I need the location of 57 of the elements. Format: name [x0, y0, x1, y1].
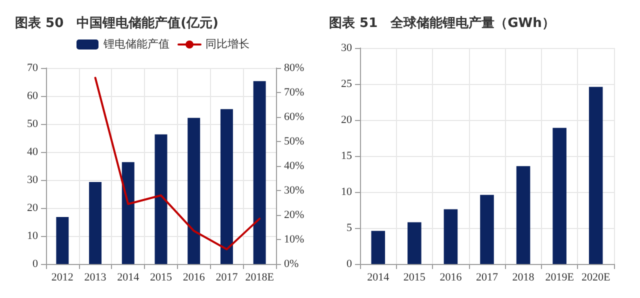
x-tick-label: 2017 — [476, 272, 498, 284]
bar — [220, 109, 233, 264]
x-tick-label: 2014 — [117, 272, 140, 284]
bar — [588, 86, 603, 264]
bar — [188, 118, 200, 264]
y2-tick-label: 10% — [284, 234, 304, 246]
bar — [89, 182, 102, 264]
y2-tick-label: 70% — [284, 86, 304, 98]
y-tick-label: 60 — [27, 90, 38, 102]
y-tick-label: 15 — [341, 150, 352, 162]
y-tick-label: 20 — [341, 114, 352, 126]
y-tick-label: 70 — [27, 62, 38, 74]
bar — [408, 222, 422, 264]
bar — [154, 134, 168, 264]
x-tick-label: 2015 — [403, 272, 426, 284]
y-tick-label: 30 — [341, 42, 352, 54]
x-tick-label: 2013 — [84, 272, 107, 284]
x-tick-label: 2016 — [440, 272, 462, 284]
y-tick-label: 0 — [32, 258, 38, 270]
y2-tick-label: 80% — [284, 62, 304, 74]
y2-tick-label: 60% — [284, 111, 304, 123]
x-tick-label: 2020E — [581, 272, 610, 284]
legend-label: 锂电储能产值 — [102, 38, 170, 50]
y2-tick-label: 0% — [284, 258, 299, 270]
x-tick-label: 2012 — [51, 272, 74, 284]
y2-tick-label: 40% — [284, 160, 304, 172]
bar — [516, 166, 530, 264]
bar — [480, 194, 494, 264]
y-tick-label: 25 — [341, 78, 352, 90]
y-tick-label: 20 — [27, 202, 38, 214]
y-tick-label: 10 — [27, 230, 38, 242]
y-tick-label: 30 — [27, 174, 38, 186]
y-tick-label: 50 — [27, 118, 38, 130]
bar — [444, 209, 458, 264]
chart-title: 图表 50 中国锂电储能产值(亿元) — [15, 15, 218, 31]
x-tick-label: 2018E — [245, 272, 274, 284]
bar — [122, 162, 134, 264]
bar — [253, 81, 266, 264]
y-tick-label: 0 — [346, 258, 352, 270]
y-tick-label: 10 — [341, 186, 352, 198]
bar — [56, 216, 69, 264]
y-tick-label: 5 — [346, 222, 352, 234]
y2-tick-label: 20% — [284, 209, 304, 221]
line-series — [94, 76, 261, 250]
chart-title: 图表 51 全球储能锂电产量（GWh） — [329, 15, 555, 31]
bar — [552, 128, 566, 264]
y-tick-label: 40 — [27, 146, 38, 158]
x-tick-label: 2018 — [512, 272, 535, 284]
x-tick-label: 2014 — [367, 272, 390, 284]
x-tick-label: 2015 — [150, 272, 172, 284]
y2-tick-label: 30% — [284, 184, 304, 196]
legend-label: 同比增长 — [206, 38, 250, 50]
x-tick-label: 2016 — [182, 272, 206, 284]
x-tick-label: 2019E — [545, 272, 574, 284]
y2-tick-label: 50% — [284, 136, 304, 148]
bar — [371, 230, 386, 264]
x-tick-label: 2017 — [216, 272, 238, 284]
